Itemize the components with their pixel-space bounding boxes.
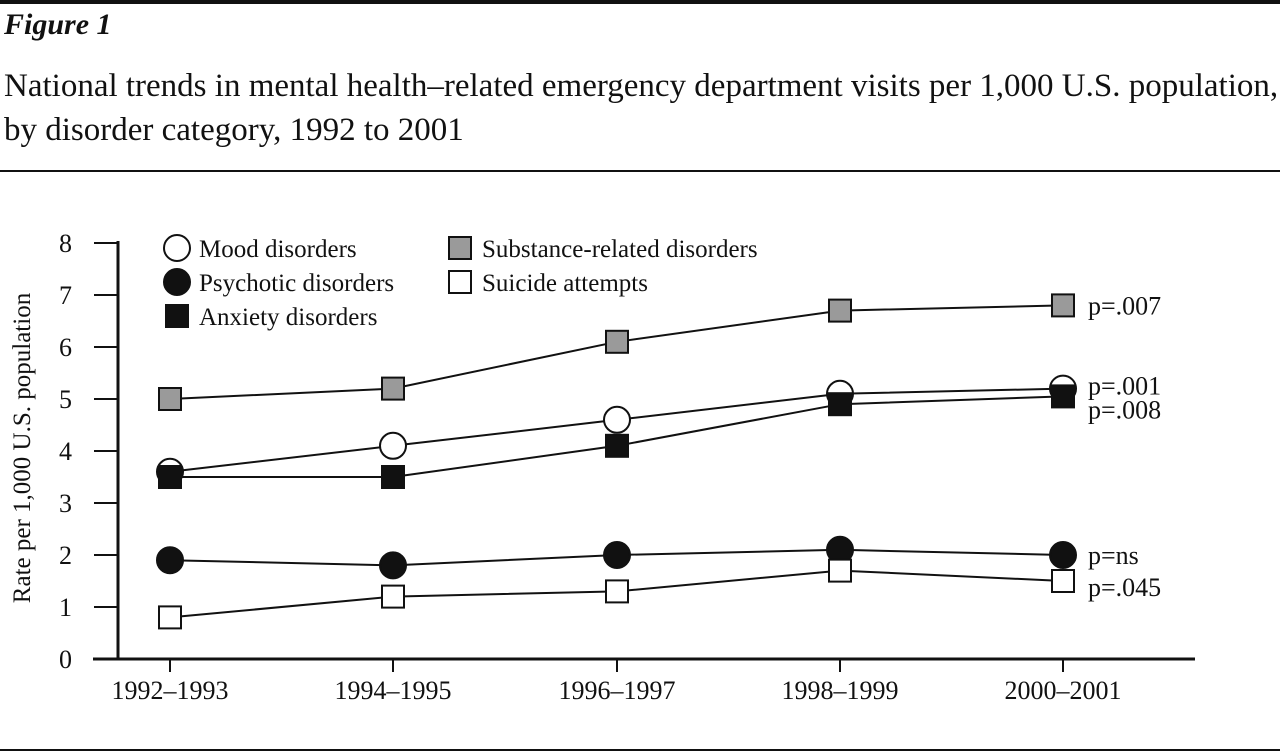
figure-label: Figure 1 — [4, 8, 112, 41]
data-point-psychotic-disorders — [379, 551, 407, 580]
y-tick-label: 4 — [59, 437, 72, 466]
data-point-suicide-attempts — [381, 584, 405, 609]
data-point-mood-disorders — [379, 431, 407, 460]
data-point-substance-related-disorders — [828, 298, 852, 323]
series-markers — [156, 293, 1077, 630]
legend-label-psychotic-disorders: Psychotic disorders — [199, 270, 394, 297]
legend-marker-suicide-attempts — [448, 270, 472, 294]
data-point-psychotic-disorders — [603, 541, 631, 569]
p-value-psychotic-disorders: p=ns — [1088, 541, 1139, 570]
data-point-anxiety-disorders — [605, 433, 629, 458]
legend-marker-substance-related-disorders — [448, 236, 472, 260]
p-value-substance-related-disorders: p=.007 — [1088, 291, 1161, 320]
series-annotations: p=.001 p=ns p=.008 p=.007 p=.045 — [1088, 291, 1161, 602]
y-tick-label: 7 — [59, 281, 72, 310]
y-tick-label: 2 — [59, 541, 72, 570]
line-chart: 0 1 2 3 4 5 6 7 8 1992–1993 1994–1995 1996–1997 1998… — [9, 229, 1195, 705]
top-rule — [0, 0, 1280, 4]
p-value-mood-disorders: p=.001 — [1088, 372, 1161, 401]
axes: 0 1 2 3 4 5 6 7 8 1992–1993 1994–1995 1996–1997 1998… — [59, 229, 1195, 705]
data-point-suicide-attempts — [605, 579, 629, 604]
y-tick-label: 0 — [59, 645, 72, 674]
y-tick-label: 8 — [59, 229, 72, 258]
data-point-anxiety-disorders — [158, 465, 182, 489]
legend-label-mood-disorders: Mood disorders — [199, 236, 357, 263]
legend-marker-psychotic-disorders — [163, 268, 191, 296]
data-point-substance-related-disorders — [158, 387, 182, 411]
data-point-suicide-attempts — [158, 605, 182, 630]
x-tick-label: 1992–1993 — [112, 676, 229, 705]
bottom-rule — [0, 749, 1280, 751]
data-point-suicide-attempts — [828, 558, 852, 583]
p-value-suicide-attempts: p=.045 — [1088, 573, 1161, 602]
data-point-substance-related-disorders — [1051, 293, 1075, 318]
y-tick-label: 5 — [59, 385, 72, 414]
legend-label-substance-related-disorders: Substance-related disorders — [482, 236, 758, 263]
legend-marker-anxiety-disorders — [165, 304, 189, 328]
y-tick-label: 1 — [59, 593, 72, 622]
data-point-mood-disorders — [603, 405, 631, 434]
x-tick-label: 1996–1997 — [559, 676, 676, 705]
data-point-psychotic-disorders — [156, 546, 184, 575]
legend-label-anxiety-disorders: Anxiety disorders — [199, 304, 377, 331]
data-point-anxiety-disorders — [828, 392, 852, 417]
data-point-anxiety-disorders — [381, 465, 405, 489]
title-divider — [0, 170, 1280, 172]
legend-label-suicide-attempts: Suicide attempts — [482, 270, 648, 297]
y-tick-label: 6 — [59, 333, 72, 362]
data-point-psychotic-disorders — [1049, 541, 1077, 569]
legend: Mood disorders Psychotic disorders Anxiety… — [163, 234, 758, 331]
data-point-suicide-attempts — [1051, 569, 1075, 593]
x-tick-label: 2000–2001 — [1005, 676, 1122, 705]
data-point-substance-related-disorders — [605, 329, 629, 354]
data-point-substance-related-disorders — [381, 376, 405, 401]
p-value-anxiety-disorders: p=.008 — [1088, 395, 1161, 424]
data-point-anxiety-disorders — [1051, 384, 1075, 409]
x-tick-label: 1994–1995 — [335, 676, 452, 705]
x-tick-label: 1998–1999 — [782, 676, 899, 705]
y-tick-label: 3 — [59, 489, 72, 518]
legend-marker-mood-disorders — [163, 234, 191, 262]
figure-title: National trends in mental health–related… — [4, 68, 1279, 148]
y-axis-label: Rate per 1,000 U.S. population — [9, 292, 36, 603]
